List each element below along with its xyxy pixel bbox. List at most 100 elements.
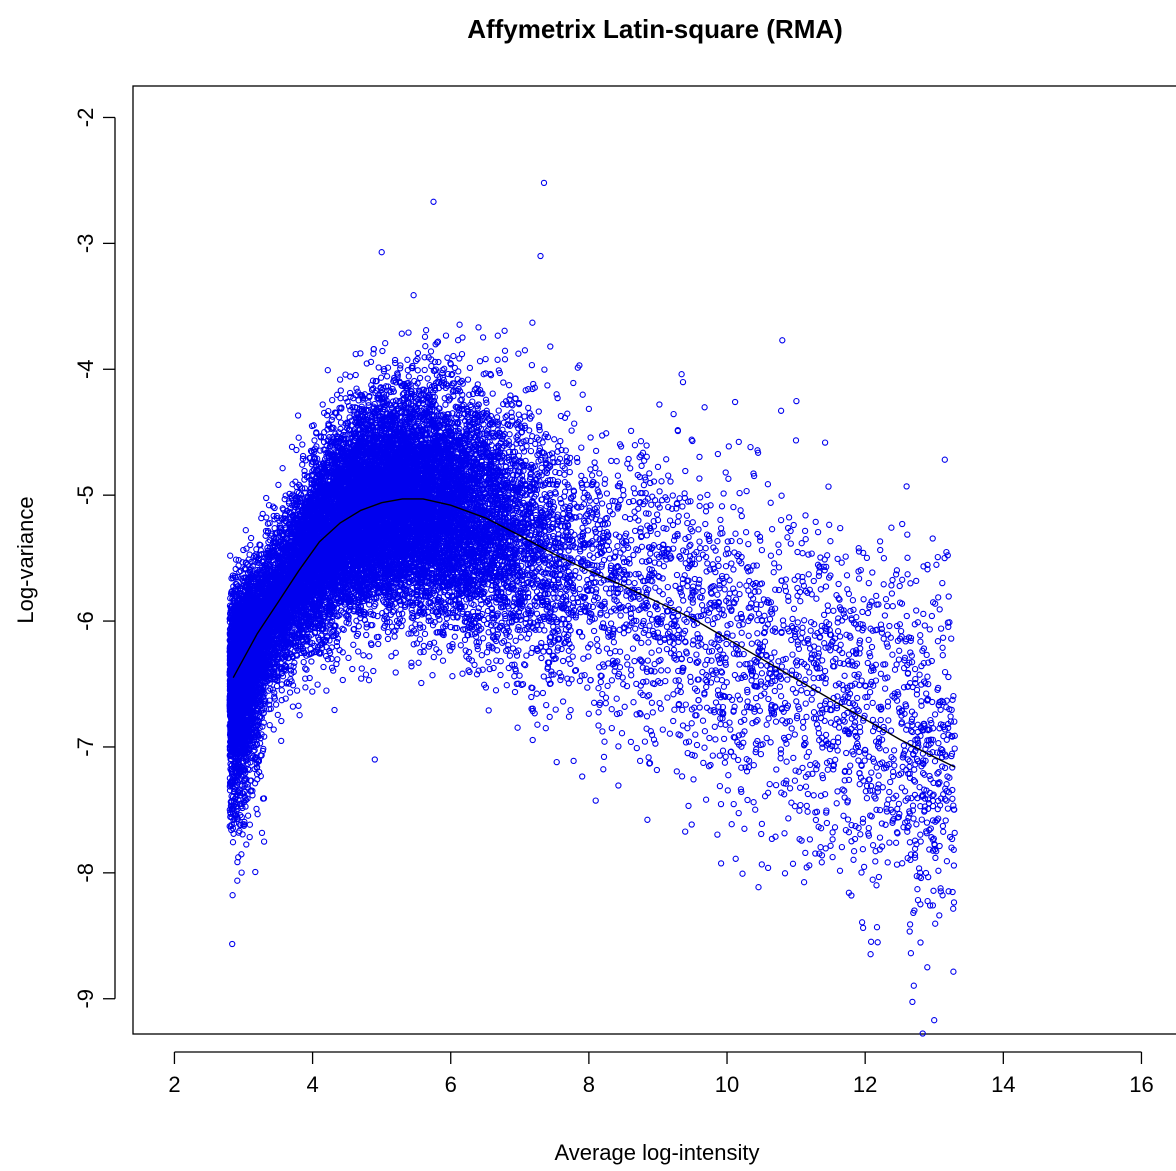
data-point xyxy=(752,806,759,813)
data-point xyxy=(796,807,803,814)
data-point xyxy=(791,777,799,784)
data-point xyxy=(645,691,653,699)
data-point xyxy=(608,457,615,465)
data-point xyxy=(293,687,301,694)
data-point xyxy=(876,834,884,841)
x-tick-label: 16 xyxy=(1129,1072,1153,1097)
data-point xyxy=(732,855,739,862)
data-point xyxy=(678,371,685,378)
data-point xyxy=(856,748,863,756)
data-point xyxy=(693,651,700,658)
data-point xyxy=(943,697,950,704)
data-point xyxy=(559,566,567,573)
data-point xyxy=(424,375,431,382)
data-point xyxy=(383,373,391,380)
x-tick-label: 6 xyxy=(445,1072,457,1097)
data-point xyxy=(741,825,748,832)
data-point xyxy=(444,354,451,361)
data-point xyxy=(707,679,715,686)
data-point xyxy=(820,563,827,570)
data-point xyxy=(928,612,936,620)
data-point xyxy=(717,525,725,532)
data-point xyxy=(873,592,880,600)
data-point xyxy=(781,870,789,877)
data-point xyxy=(753,746,760,753)
data-point xyxy=(894,805,901,813)
data-point xyxy=(850,751,857,758)
data-point xyxy=(833,800,840,807)
data-point xyxy=(860,863,868,871)
data-point xyxy=(421,366,428,374)
data-point xyxy=(587,466,594,473)
data-point xyxy=(758,830,765,838)
y-tick-label: -6 xyxy=(73,611,98,631)
y-tick-label: -8 xyxy=(73,863,98,883)
data-point xyxy=(739,870,746,877)
data-point xyxy=(911,778,919,785)
data-point xyxy=(852,822,859,830)
data-point xyxy=(527,473,534,481)
data-point xyxy=(515,411,522,418)
data-point xyxy=(882,747,890,754)
data-point xyxy=(794,619,801,626)
data-point xyxy=(397,362,404,369)
data-point xyxy=(433,646,440,653)
data-point xyxy=(451,633,458,640)
data-point xyxy=(936,606,943,613)
data-point xyxy=(288,443,296,451)
data-point xyxy=(511,661,518,668)
data-point xyxy=(734,756,742,764)
data-point xyxy=(751,588,758,595)
x-tick-label: 4 xyxy=(306,1072,318,1097)
data-point xyxy=(656,401,663,408)
data-point xyxy=(520,448,528,455)
data-point xyxy=(736,489,743,497)
data-point xyxy=(588,472,596,479)
data-point xyxy=(535,408,542,415)
data-point xyxy=(858,869,865,876)
y-axis-label: Log-variance xyxy=(13,496,38,623)
data-point xyxy=(823,563,830,571)
data-point xyxy=(724,630,731,637)
data-point xyxy=(848,821,855,829)
data-point xyxy=(950,968,957,975)
data-point xyxy=(259,510,266,518)
data-point xyxy=(718,503,726,510)
data-point xyxy=(845,693,852,701)
data-point xyxy=(479,635,487,642)
data-point xyxy=(646,470,653,477)
data-point xyxy=(525,404,532,412)
data-point xyxy=(918,816,925,823)
data-point xyxy=(797,801,804,809)
data-point xyxy=(561,471,568,478)
data-point xyxy=(884,859,891,866)
data-point xyxy=(797,598,804,605)
data-point xyxy=(640,481,648,489)
data-point xyxy=(935,867,942,874)
data-point xyxy=(948,635,955,642)
data-point xyxy=(940,828,947,835)
data-point xyxy=(907,649,914,656)
data-point xyxy=(602,700,609,707)
data-point xyxy=(643,668,651,675)
data-point xyxy=(939,644,946,651)
data-point xyxy=(635,517,642,524)
data-point xyxy=(476,358,484,365)
data-point xyxy=(950,905,957,912)
data-point xyxy=(579,773,586,780)
data-point xyxy=(827,700,834,708)
data-point xyxy=(246,821,254,828)
data-point xyxy=(785,514,793,521)
data-point xyxy=(758,861,765,868)
data-point xyxy=(867,951,874,958)
data-point xyxy=(868,598,875,605)
data-point xyxy=(475,324,482,331)
data-point xyxy=(876,538,884,545)
y-tick-label: -7 xyxy=(73,737,98,757)
data-point xyxy=(878,820,886,827)
data-point xyxy=(844,657,852,665)
data-point xyxy=(877,621,885,628)
x-tick-label: 10 xyxy=(715,1072,739,1097)
data-point xyxy=(614,543,621,550)
data-point xyxy=(704,491,711,499)
